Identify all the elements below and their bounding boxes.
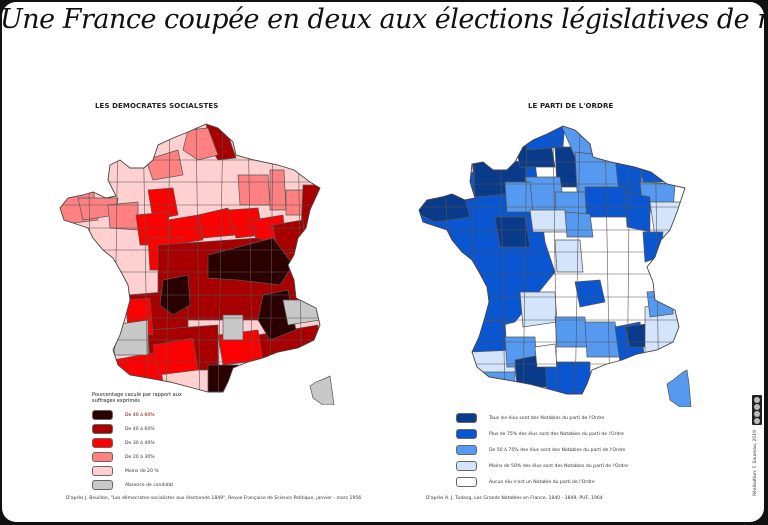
legend-item-50-75: De 50 à 75% des élus sont des Notables d… <box>456 442 628 458</box>
legend-swatch <box>92 480 113 490</box>
corsica-left <box>309 375 335 405</box>
left-map-title: LES DEMOCRATES SOCIALSTES <box>95 102 219 110</box>
left-legend: Pourcentage caculé par rapport aux suffr… <box>92 392 202 492</box>
legend-item-none: Aucun élu n'est un Notable du parti de l… <box>456 474 628 490</box>
credit-text: Réalisation: F. Sauzeau, 2019 <box>753 430 758 496</box>
legend-item-20-30: De 20 à 30% <box>92 450 202 464</box>
legend-swatch <box>456 445 477 455</box>
legend-swatch <box>456 477 477 487</box>
legend-swatch <box>92 424 113 434</box>
legend-item-over-75: Plus de 75% des élus sont des Notables d… <box>456 426 628 442</box>
legend-swatch <box>456 429 477 439</box>
legend-swatch <box>456 461 477 471</box>
corsica-right <box>666 369 692 407</box>
right-map-france-party-of-order <box>418 125 692 407</box>
left-legend-note: Pourcentage caculé par rapport aux suffr… <box>92 392 182 404</box>
legend-item-all-elected: Tous les élus sont des Notables du parti… <box>456 410 628 426</box>
legend-swatch <box>92 438 113 448</box>
legend-swatch <box>92 466 113 476</box>
right-map-title: LE PARTI DE L'ORDRE <box>528 102 614 110</box>
right-legend: Tous les élus sont des Notables du parti… <box>456 410 628 490</box>
legend-item-under-50: Moins de 50% des élus sont des Notables … <box>456 458 628 474</box>
left-source-citation: D'après J. Bouillon, "Les démocrates-soc… <box>66 496 362 501</box>
legend-swatch <box>456 413 477 423</box>
legend-item-under-20: Moins de 20 % <box>92 464 202 478</box>
legend-item-no-candidate: Absence de candidat <box>92 478 202 492</box>
legend-item-30-40: De 30 à 40% <box>92 436 202 450</box>
legend-item-40-60-dark: De 40 à 60% <box>92 408 202 422</box>
credit-block: Réalisation: F. Sauzeau, 2019 <box>750 395 764 515</box>
creative-commons-by-nc-sa-icon <box>752 395 762 425</box>
left-map-france-socialist-vote <box>59 123 335 405</box>
legend-swatch <box>92 410 113 420</box>
right-source-citation: D'après A. J. Tudesq, Les Grands Notable… <box>426 496 603 501</box>
legend-swatch <box>92 452 113 462</box>
legend-item-40-60: De 40 à 60% <box>92 422 202 436</box>
page-title: Une France coupée en deux aux élections … <box>0 4 768 35</box>
